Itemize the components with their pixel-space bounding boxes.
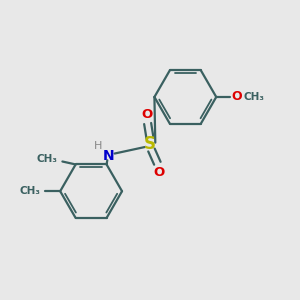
Text: S: S (144, 135, 156, 153)
Text: CH₃: CH₃ (243, 92, 264, 102)
Text: CH₃: CH₃ (20, 186, 40, 196)
Text: CH₃: CH₃ (37, 154, 58, 164)
Text: N: N (103, 149, 115, 163)
Text: O: O (231, 91, 242, 103)
Text: H: H (93, 142, 102, 152)
Text: O: O (153, 166, 164, 178)
Text: O: O (141, 108, 153, 121)
